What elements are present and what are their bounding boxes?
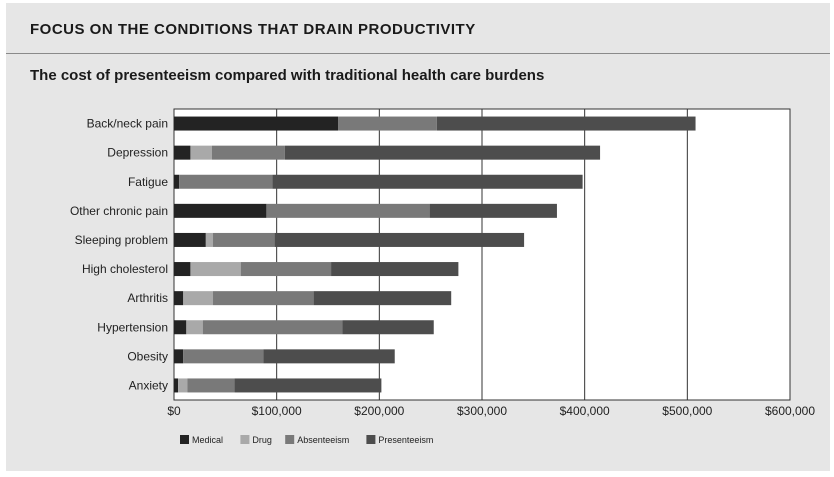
legend-swatch bbox=[285, 435, 295, 444]
category-label: Anxiety bbox=[129, 378, 168, 392]
category-label: Arthritis bbox=[127, 291, 168, 305]
bar-medical-9 bbox=[174, 349, 184, 364]
bar-drug-6 bbox=[190, 262, 241, 277]
bar-absenteeism-10 bbox=[187, 378, 235, 393]
bar-medical-7 bbox=[174, 291, 184, 306]
bar-medical-1 bbox=[174, 116, 339, 131]
chart-panel: FOCUS ON THE CONDITIONS THAT DRAIN PRODU… bbox=[6, 3, 830, 471]
bar-absenteeism-4 bbox=[266, 203, 430, 218]
x-tick-label: $100,000 bbox=[252, 404, 302, 418]
stacked-bar-chart: $0 $100,000 $200,000 $300,000 $400,000 $500,0… bbox=[70, 108, 815, 445]
bar-presenteeism-5 bbox=[274, 232, 525, 247]
legend-label: Presenteeism bbox=[378, 435, 433, 445]
category-label: Hypertension bbox=[97, 320, 168, 334]
category-label: Fatigue bbox=[128, 175, 168, 189]
bar-medical-3 bbox=[174, 174, 180, 189]
x-tick-label: $0 bbox=[167, 404, 181, 418]
bar-presenteeism-7 bbox=[313, 291, 452, 306]
bar-drug-5 bbox=[205, 232, 214, 247]
bar-drug-2 bbox=[190, 145, 212, 160]
bar-absenteeism-9 bbox=[183, 349, 264, 364]
bar-absenteeism-1 bbox=[338, 116, 437, 131]
x-tick-label: $200,000 bbox=[354, 404, 404, 418]
legend-label: Drug bbox=[252, 435, 272, 445]
section-title: FOCUS ON THE CONDITIONS THAT DRAIN PRODU… bbox=[30, 21, 476, 38]
bar-drug-7 bbox=[183, 291, 214, 306]
bar-medical-8 bbox=[174, 320, 187, 335]
bar-absenteeism-5 bbox=[213, 232, 275, 247]
bar-presenteeism-3 bbox=[272, 174, 583, 189]
category-label: High cholesterol bbox=[82, 262, 168, 276]
legend-swatch bbox=[180, 435, 189, 444]
bar-absenteeism-6 bbox=[240, 262, 332, 277]
bar-medical-5 bbox=[174, 232, 206, 247]
x-tick-label: $300,000 bbox=[457, 404, 507, 418]
section-header: FOCUS ON THE CONDITIONS THAT DRAIN PRODU… bbox=[6, 3, 830, 54]
x-tick-label: $400,000 bbox=[560, 404, 610, 418]
chart-title: The cost of presenteeism compared with t… bbox=[30, 67, 545, 84]
bar-presenteeism-10 bbox=[234, 378, 382, 393]
bar-medical-2 bbox=[174, 145, 191, 160]
bar-drug-8 bbox=[186, 320, 203, 335]
bar-medical-10 bbox=[174, 378, 179, 393]
bar-presenteeism-8 bbox=[342, 320, 434, 335]
bar-drug-10 bbox=[178, 378, 188, 393]
bar-absenteeism-2 bbox=[211, 145, 285, 160]
category-label: Other chronic pain bbox=[70, 204, 168, 218]
category-label: Back/neck pain bbox=[87, 117, 168, 131]
legend-label: Absenteeism bbox=[297, 435, 349, 445]
legend-swatch bbox=[240, 435, 250, 444]
bar-medical-6 bbox=[174, 262, 191, 277]
x-tick-label: $600,000 bbox=[765, 404, 815, 418]
bar-medical-4 bbox=[174, 203, 267, 218]
bar-absenteeism-3 bbox=[179, 174, 273, 189]
bar-presenteeism-4 bbox=[429, 203, 557, 218]
bar-presenteeism-9 bbox=[263, 349, 395, 364]
bar-presenteeism-2 bbox=[284, 145, 601, 160]
category-label: Sleeping problem bbox=[75, 233, 168, 247]
category-label: Obesity bbox=[127, 349, 168, 363]
bar-presenteeism-1 bbox=[436, 116, 696, 131]
legend-swatch bbox=[366, 435, 376, 444]
x-tick-label: $500,000 bbox=[662, 404, 712, 418]
bar-presenteeism-6 bbox=[331, 262, 459, 277]
category-label: Depression bbox=[107, 146, 168, 160]
bar-absenteeism-7 bbox=[213, 291, 314, 306]
bar-absenteeism-8 bbox=[202, 320, 343, 335]
legend-label: Medical bbox=[192, 435, 223, 445]
